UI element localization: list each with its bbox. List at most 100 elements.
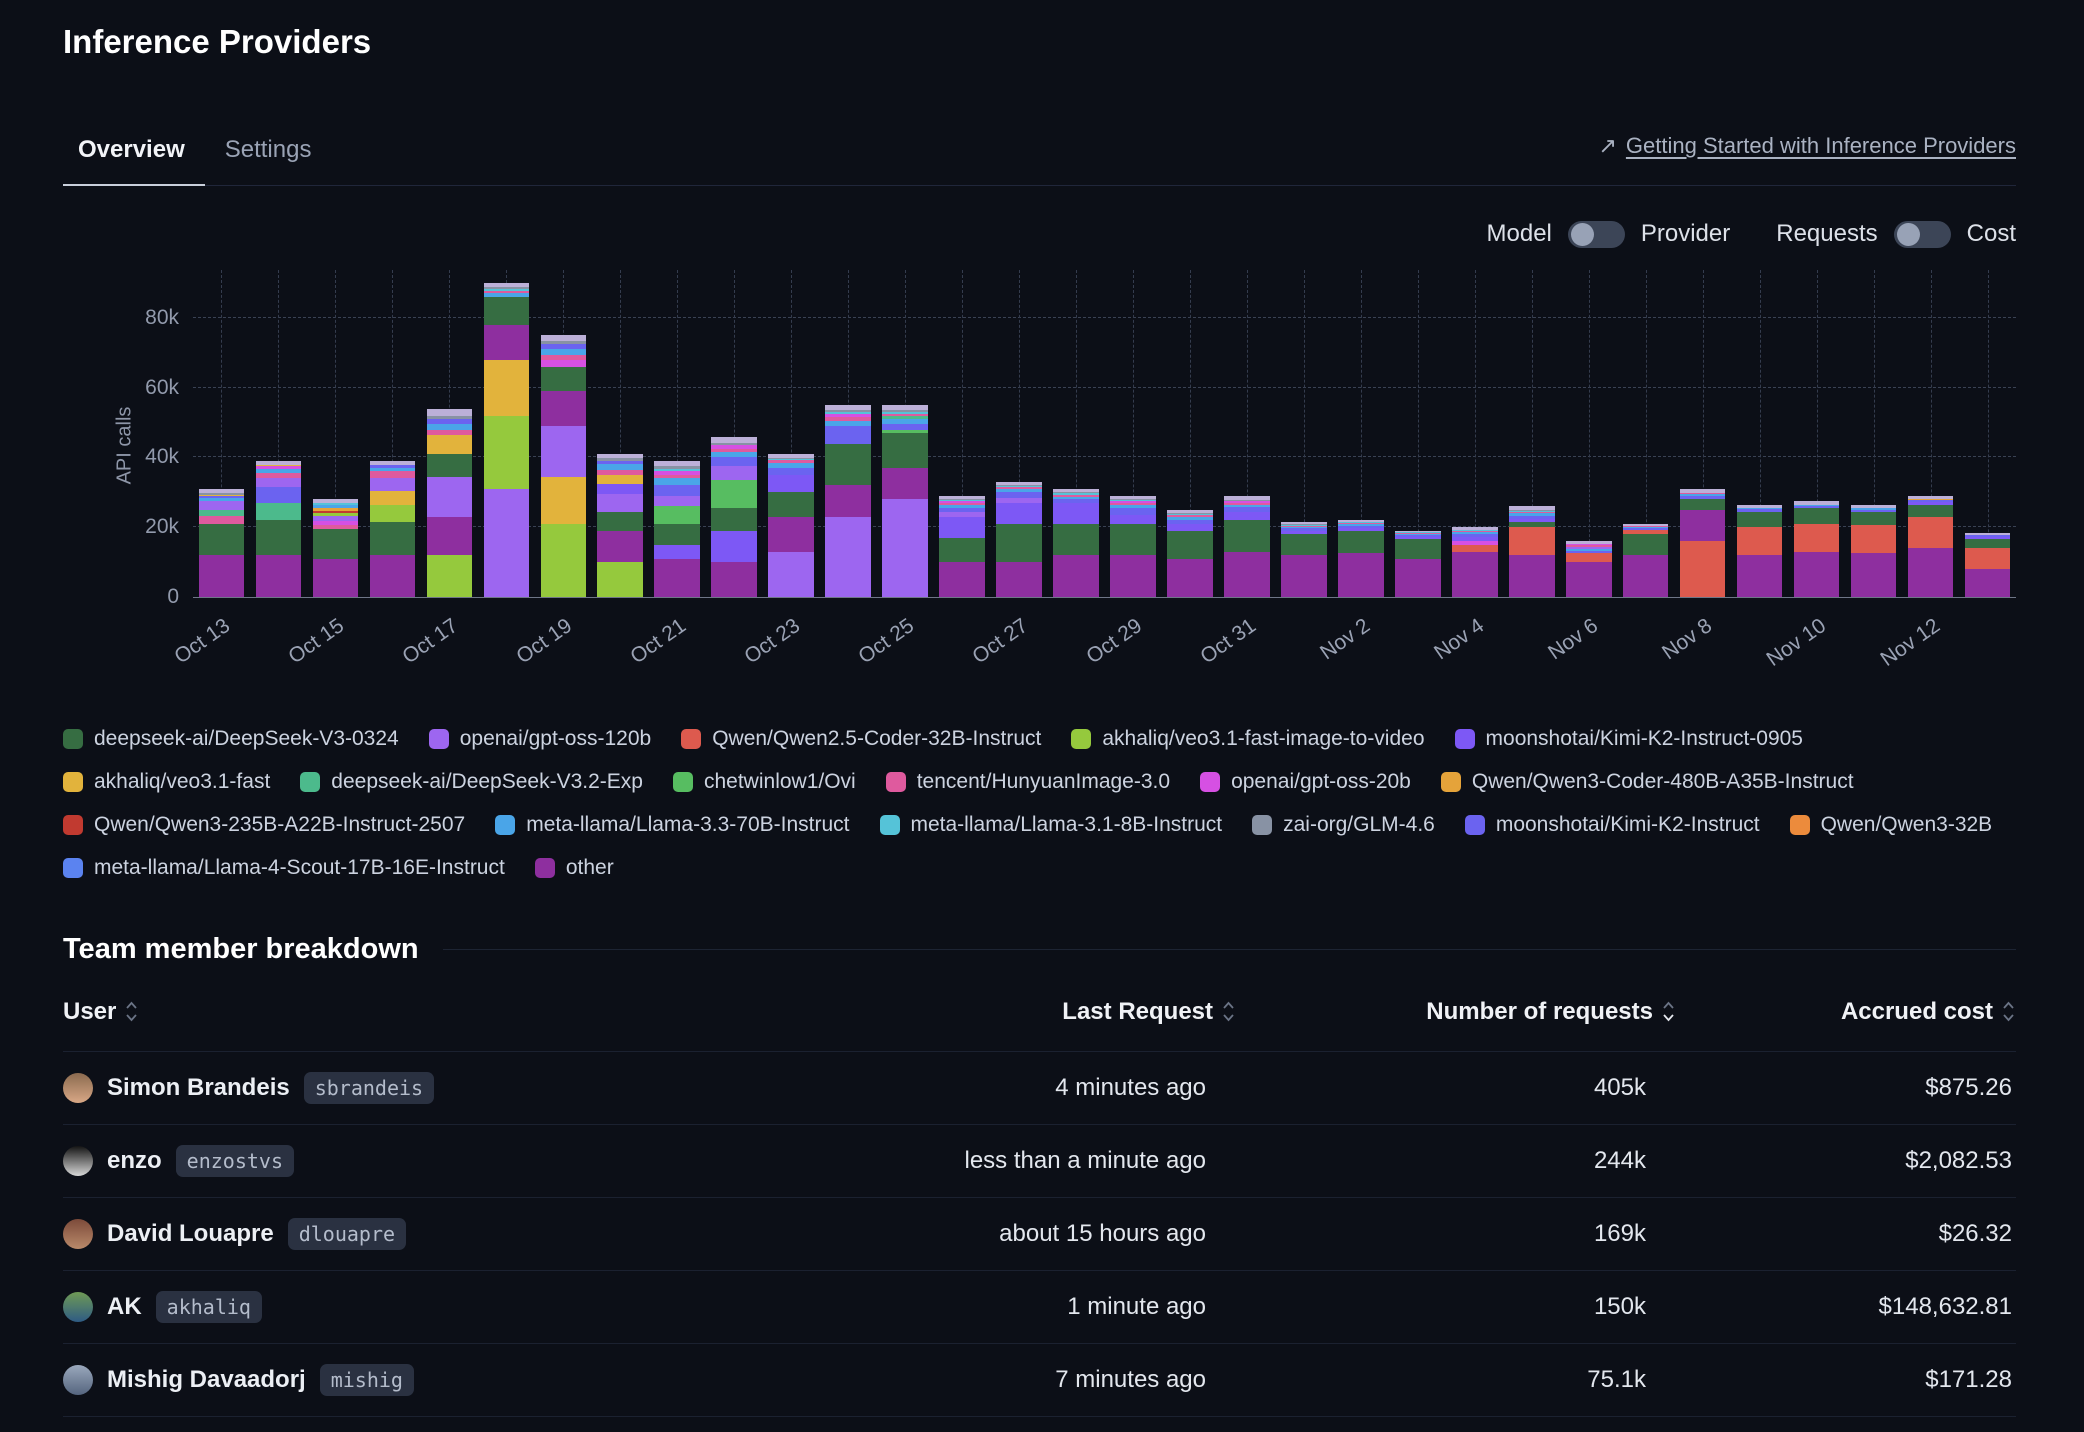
- bar-segment: [597, 454, 644, 459]
- bar-segment: [1736, 508, 1783, 510]
- chart-bar-nov-1[interactable]: [1281, 522, 1327, 597]
- chart-bar-nov-13[interactable]: [1964, 532, 2011, 597]
- chart-bar-nov-7[interactable]: [1622, 523, 1669, 597]
- legend-item[interactable]: meta-llama/Llama-3.1-8B-Instruct: [879, 810, 1222, 840]
- legend-item[interactable]: deepseek-ai/DeepSeek-V3-0324: [63, 724, 399, 754]
- bar-segment: [654, 558, 701, 597]
- chart-bar-oct-20[interactable]: [597, 454, 644, 597]
- bar-slot: [820, 270, 877, 597]
- chart-bar-oct-28[interactable]: [1053, 488, 1099, 597]
- chart-bar-nov-12[interactable]: [1907, 495, 1954, 597]
- user-cell: enzo enzostvs: [63, 1145, 756, 1177]
- sort-header-cost[interactable]: Accrued cost: [1841, 998, 2016, 1026]
- bar-segment: [1224, 502, 1270, 505]
- avatar: [63, 1365, 93, 1395]
- chart-bar-oct-31[interactable]: [1224, 495, 1270, 597]
- bar-segment: [540, 426, 587, 477]
- chart-bar-nov-4[interactable]: [1452, 527, 1498, 597]
- legend-item[interactable]: meta-llama/Llama-3.3-70B-Instruct: [495, 810, 850, 840]
- avatar: [63, 1146, 93, 1176]
- chart-bar-nov-5[interactable]: [1508, 506, 1555, 597]
- bar-segment: [1793, 551, 1840, 597]
- chart-bar-nov-8[interactable]: [1679, 488, 1726, 597]
- chart-bar-oct-15[interactable]: [312, 499, 359, 597]
- legend-item[interactable]: zai-org/GLM-4.6: [1252, 810, 1435, 840]
- legend-item[interactable]: meta-llama/Llama-4-Scout-17B-16E-Instruc…: [63, 853, 505, 883]
- legend-item[interactable]: moonshotai/Kimi-K2-Instruct: [1464, 810, 1760, 840]
- toggle-switch-model[interactable]: [1567, 220, 1625, 248]
- chart-bar-oct-23[interactable]: [768, 454, 814, 597]
- chart-bar-oct-16[interactable]: [369, 461, 416, 597]
- bar-slot: [1332, 270, 1389, 597]
- table-row-dlouapre[interactable]: David Louapre dlouapre about 15 hours ago 1…: [63, 1198, 2016, 1271]
- chart-bar-oct-18[interactable]: [483, 283, 530, 597]
- chart-bar-nov-9[interactable]: [1736, 504, 1783, 597]
- chart-bar-nov-3[interactable]: [1395, 530, 1441, 597]
- chart-bar-oct-14[interactable]: [255, 461, 302, 597]
- legend-item[interactable]: chetwinlow1/Ovi: [672, 767, 856, 797]
- legend-item[interactable]: openai/gpt-oss-120b: [428, 724, 651, 754]
- legend-label: deepseek-ai/DeepSeek-V3-0324: [94, 727, 399, 750]
- bar-segment: [1793, 523, 1840, 552]
- table-row-akhaliq[interactable]: AK akhaliq 1 minute ago 150k $148,632.81: [63, 1271, 2016, 1344]
- column-req: Number of requests: [1236, 998, 1676, 1026]
- legend-label: Qwen/Qwen3-235B-A22B-Instruct-2507: [94, 813, 466, 836]
- chart-bar-oct-26[interactable]: [939, 495, 985, 597]
- tab-settings[interactable]: Settings: [224, 136, 312, 163]
- legend-item[interactable]: Qwen/Qwen3-32B: [1789, 810, 1992, 840]
- bar-segment: [369, 522, 416, 556]
- page-title: Inference Providers: [63, 23, 372, 60]
- sort-header-req[interactable]: Number of requests: [1426, 998, 1676, 1026]
- x-tick-nov-12: Nov 12: [1876, 614, 1944, 672]
- legend-item[interactable]: other: [534, 853, 614, 883]
- avatar: [63, 1292, 93, 1322]
- chart-bar-nov-11[interactable]: [1850, 504, 1897, 597]
- accrued-cost: $171.28: [1676, 1366, 2016, 1394]
- vertical-gridline: [1930, 270, 1932, 597]
- bar-segment: [711, 480, 757, 509]
- tab-overview[interactable]: Overview: [63, 124, 205, 186]
- chart-bar-oct-13[interactable]: [198, 488, 245, 597]
- legend-item[interactable]: akhaliq/veo3.1-fast-image-to-video: [1071, 724, 1425, 754]
- chart-bar-nov-6[interactable]: [1565, 541, 1612, 597]
- chart-bar-oct-22[interactable]: [711, 436, 757, 597]
- chart-bar-oct-24[interactable]: [825, 405, 871, 597]
- bar-segment: [1907, 504, 1954, 517]
- legend-item[interactable]: tencent/HunyuanImage-3.0: [885, 767, 1170, 797]
- bar-segment: [1167, 509, 1213, 514]
- bar-segment: [711, 448, 757, 453]
- chart-bar-nov-2[interactable]: [1338, 520, 1384, 597]
- chart-bar-oct-29[interactable]: [1110, 495, 1156, 597]
- table-row-sbrandeis[interactable]: Simon Brandeis sbrandeis 4 minutes ago 405k…: [63, 1052, 2016, 1125]
- chart-bar-oct-21[interactable]: [654, 461, 701, 597]
- bar-segment: [369, 471, 416, 479]
- chart-bar-oct-17[interactable]: [426, 408, 473, 597]
- chart-bar-oct-30[interactable]: [1167, 509, 1213, 597]
- toggle-switch-requests[interactable]: [1893, 220, 1951, 248]
- legend-item[interactable]: openai/gpt-oss-20b: [1200, 767, 1411, 797]
- chart-bar-oct-19[interactable]: [540, 335, 587, 597]
- legend-item[interactable]: moonshotai/Kimi-K2-Instruct-0905: [1454, 724, 1803, 754]
- table-row-enzostvs[interactable]: enzo enzostvs less than a minute ago 244k $2…: [63, 1125, 2016, 1198]
- bar-segment: [1053, 523, 1099, 556]
- table-row-mishig[interactable]: Mishig Davaadorj mishig 7 minutes ago 75.1k…: [63, 1344, 2016, 1417]
- legend-item[interactable]: Qwen/Qwen3-Coder-480B-A35B-Instruct: [1440, 767, 1854, 797]
- sort-header-user[interactable]: User: [63, 998, 139, 1026]
- bar-segment: [540, 354, 587, 360]
- legend-item[interactable]: Qwen/Qwen3-235B-A22B-Instruct-2507: [63, 810, 465, 840]
- getting-started-link[interactable]: ↗ Getting Started with Inference Provide…: [1598, 133, 2016, 185]
- legend-item[interactable]: deepseek-ai/DeepSeek-V3.2-Exp: [300, 767, 643, 797]
- legend-item[interactable]: akhaliq/veo3.1-fast: [63, 767, 270, 797]
- legend-label: openai/gpt-oss-20b: [1231, 770, 1411, 793]
- bar-segment: [1281, 555, 1327, 597]
- chart-bar-nov-10[interactable]: [1793, 501, 1840, 597]
- bar-segment: [1224, 501, 1270, 503]
- chart-bar-oct-27[interactable]: [996, 481, 1042, 597]
- bar-segment: [1053, 555, 1099, 597]
- bar-segment: [597, 469, 644, 475]
- vertical-gridline: [392, 270, 394, 597]
- legend-item[interactable]: Qwen/Qwen2.5-Coder-32B-Instruct: [681, 724, 1041, 754]
- bar-segment: [198, 555, 245, 597]
- sort-header-last[interactable]: Last Request: [1062, 998, 1236, 1026]
- chart-bar-oct-25[interactable]: [882, 405, 928, 597]
